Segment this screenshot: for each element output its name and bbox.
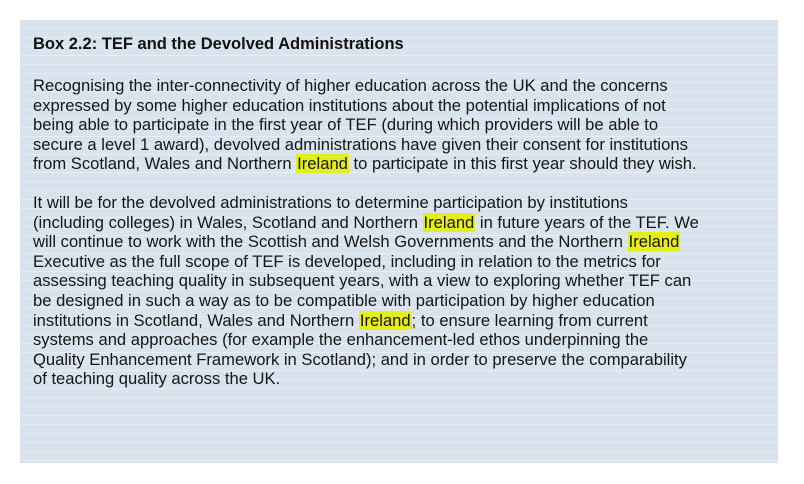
text-line: secure a level 1 award), devolved admini… [33, 135, 764, 155]
text-segment: It will be for the devolved administrati… [33, 192, 628, 212]
text-segment: secure a level 1 award), devolved admini… [33, 134, 688, 154]
text-segment: systems and approaches (for example the … [33, 330, 649, 350]
text-segment: expressed by some higher education insti… [33, 95, 666, 115]
text-segment: in future years of the TEF. We [475, 212, 699, 232]
highlighted-term: Ireland [296, 154, 349, 174]
text-segment: Recognising the inter-connectivity of hi… [33, 76, 668, 95]
text-segment: will continue to work with the Scottish … [33, 232, 628, 252]
text-line: assessing teaching quality in subsequent… [33, 271, 764, 291]
text-line: being able to participate in the first y… [33, 115, 764, 135]
text-segment: (including colleges) in Wales, Scotland … [33, 212, 423, 232]
highlighted-term: Ireland [422, 212, 476, 232]
text-segment: Quality Enhancement Framework in Scotlan… [33, 349, 687, 369]
text-segment: be designed in such a way as to be compa… [33, 290, 655, 310]
text-segment: being able to participate in the first y… [33, 115, 659, 135]
text-line: (including colleges) in Wales, Scotland … [33, 212, 764, 233]
text-line: Quality Enhancement Framework in Scotlan… [33, 350, 764, 370]
text-line: be designed in such a way as to be compa… [33, 291, 764, 311]
text-line: will continue to work with the Scottish … [33, 232, 764, 252]
text-line: systems and approaches (for example the … [33, 330, 764, 350]
text-segment: institutions in Scotland, Wales and Nort… [33, 310, 359, 330]
text-segment: from Scotland, Wales and Northern [33, 154, 297, 174]
text-segment: to participate in this first year should… [348, 154, 697, 174]
text-line: Executive as the full scope of TEF is de… [33, 252, 764, 272]
text-box: Box 2.2: TEF and the Devolved Administra… [20, 20, 778, 463]
text-line: It will be for the devolved administrati… [33, 193, 764, 213]
text-line: of teaching quality across the UK. [33, 369, 764, 389]
text-segment: ; to ensure learning from current [411, 310, 648, 330]
box-title: Box 2.2: TEF and the Devolved Administra… [33, 35, 404, 53]
highlighted-term: Ireland [627, 232, 681, 252]
text-segment: Executive as the full scope of TEF is de… [33, 251, 661, 271]
paragraph-1: Recognising the inter-connectivity of hi… [33, 76, 764, 174]
text-line: Recognising the inter-connectivity of hi… [33, 76, 764, 96]
text-segment: of teaching quality across the UK. [33, 369, 281, 389]
text-line: from Scotland, Wales and Northern Irelan… [33, 154, 764, 174]
text-segment: assessing teaching quality in subsequent… [33, 271, 692, 291]
text-line: institutions in Scotland, Wales and Nort… [33, 310, 764, 331]
text-line: expressed by some higher education insti… [33, 96, 764, 116]
highlighted-term: Ireland [358, 310, 412, 330]
paragraph-2: It will be for the devolved administrati… [33, 193, 764, 389]
